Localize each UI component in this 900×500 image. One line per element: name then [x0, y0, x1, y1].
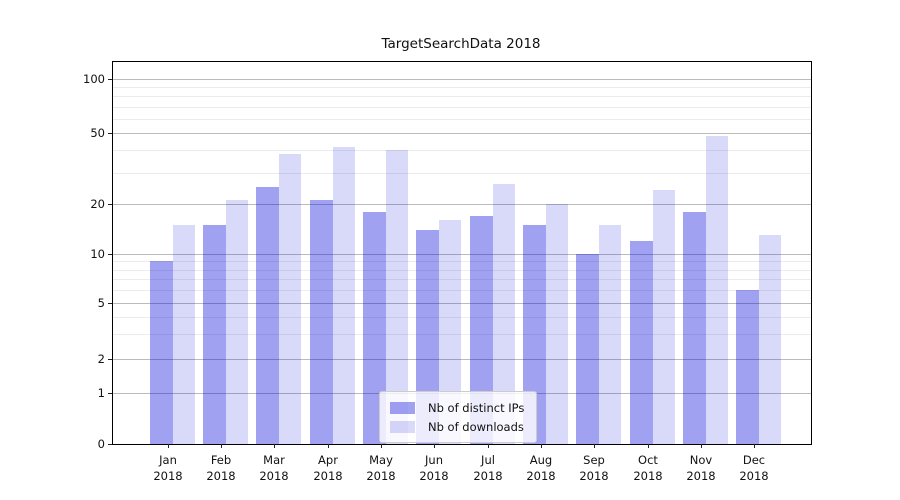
- bar-downloads-sep: [599, 225, 621, 444]
- x-tick-label: Jan 2018: [153, 453, 183, 483]
- bar-downloads-jun: [439, 220, 461, 444]
- y-tick-label: 50: [90, 126, 105, 140]
- y-tick-mark: [108, 79, 112, 80]
- x-tick-mark: [381, 444, 382, 448]
- x-tick-label: Aug 2018: [526, 453, 556, 483]
- bar-downloads-dec: [759, 235, 781, 444]
- bar-downloads-jul: [493, 184, 515, 444]
- bar-downloads-feb: [226, 200, 248, 444]
- gridline-minor: [113, 290, 811, 291]
- y-tick-label: 1: [97, 386, 105, 400]
- x-tick-mark: [701, 444, 702, 448]
- legend-label-downloads: Nb of downloads: [428, 419, 524, 434]
- bar-downloads-aug: [546, 204, 568, 444]
- gridline-minor: [113, 107, 811, 108]
- gridline-minor: [113, 173, 811, 174]
- x-tick-mark: [328, 444, 329, 448]
- legend-swatch-distinct-ips: [390, 401, 415, 414]
- legend: Nb of distinct IPs Nb of downloads: [379, 391, 538, 443]
- bar-downloads-may: [386, 150, 408, 444]
- legend-item-downloads: Nb of downloads: [390, 417, 524, 436]
- x-tick-label: Jun 2018: [419, 453, 449, 483]
- bar-distinct-ips-aug: [523, 225, 546, 444]
- x-tick-mark: [274, 444, 275, 448]
- x-tick-label: Sep 2018: [579, 453, 609, 483]
- y-tick-mark: [108, 204, 112, 205]
- y-tick-mark: [108, 444, 112, 445]
- x-tick-label: Oct 2018: [633, 453, 663, 483]
- y-tick-label: 0: [97, 437, 105, 451]
- y-tick-label: 20: [90, 197, 105, 211]
- gridline-minor: [113, 270, 811, 271]
- gridline-major: [113, 254, 811, 255]
- y-tick-mark: [108, 254, 112, 255]
- x-tick-mark: [488, 444, 489, 448]
- bar-distinct-ips-jun: [416, 230, 439, 444]
- gridline-minor: [113, 96, 811, 97]
- bar-distinct-ips-jul: [470, 216, 493, 444]
- bar-distinct-ips-may: [363, 212, 386, 444]
- x-tick-mark: [754, 444, 755, 448]
- x-tick-mark: [221, 444, 222, 448]
- bar-distinct-ips-apr: [310, 200, 333, 444]
- x-tick-mark: [594, 444, 595, 448]
- x-tick-label: Dec 2018: [739, 453, 769, 483]
- gridline-major: [113, 79, 811, 80]
- bar-downloads-jan: [173, 225, 195, 444]
- x-tick-mark: [434, 444, 435, 448]
- gridline-major: [113, 204, 811, 205]
- bar-downloads-nov: [706, 136, 728, 444]
- y-tick-mark: [108, 393, 112, 394]
- y-tick-mark: [108, 133, 112, 134]
- legend-label-distinct-ips: Nb of distinct IPs: [428, 400, 525, 415]
- bar-distinct-ips-sep: [576, 254, 599, 444]
- bar-distinct-ips-mar: [256, 187, 279, 444]
- gridline-minor: [113, 279, 811, 280]
- chart-title: TargetSearchData 2018: [381, 36, 541, 52]
- x-tick-mark: [541, 444, 542, 448]
- x-tick-label: May 2018: [366, 453, 396, 483]
- x-tick-label: Feb 2018: [206, 453, 236, 483]
- gridline-minor: [113, 317, 811, 318]
- bar-downloads-mar: [279, 154, 301, 444]
- gridline-major: [113, 133, 811, 134]
- x-tick-label: Jul 2018: [473, 453, 503, 483]
- legend-swatch-downloads: [390, 420, 415, 433]
- gridline-minor: [113, 334, 811, 335]
- bar-distinct-ips-nov: [683, 212, 706, 444]
- y-tick-mark: [108, 359, 112, 360]
- y-tick-label: 100: [83, 72, 105, 86]
- gridline-major: [113, 359, 811, 360]
- x-tick-label: Apr 2018: [313, 453, 343, 483]
- legend-item-distinct-ips: Nb of distinct IPs: [390, 398, 524, 417]
- x-tick-label: Mar 2018: [259, 453, 289, 483]
- bar-distinct-ips-oct: [630, 241, 653, 444]
- gridline-minor: [113, 150, 811, 151]
- gridline-major: [113, 303, 811, 304]
- bar-downloads-apr: [333, 147, 355, 444]
- y-tick-label: 2: [97, 352, 105, 366]
- gridline-minor: [113, 261, 811, 262]
- plot-area: 0 1 2 5 10 20 50 100 Jan 2018 Feb 2018 Mar 2018 Apr…: [83, 61, 812, 483]
- gridline-minor: [113, 119, 811, 120]
- x-tick-label: Nov 2018: [686, 453, 716, 483]
- x-tick-mark: [168, 444, 169, 448]
- y-tick-label: 5: [97, 296, 105, 310]
- bar-distinct-ips-dec: [736, 290, 759, 444]
- bar-downloads-oct: [653, 190, 675, 444]
- y-tick-mark: [108, 303, 112, 304]
- y-tick-label: 10: [90, 247, 105, 261]
- x-tick-mark: [648, 444, 649, 448]
- bar-distinct-ips-jan: [150, 261, 173, 444]
- gridline-minor: [113, 87, 811, 88]
- bar-distinct-ips-feb: [203, 225, 226, 444]
